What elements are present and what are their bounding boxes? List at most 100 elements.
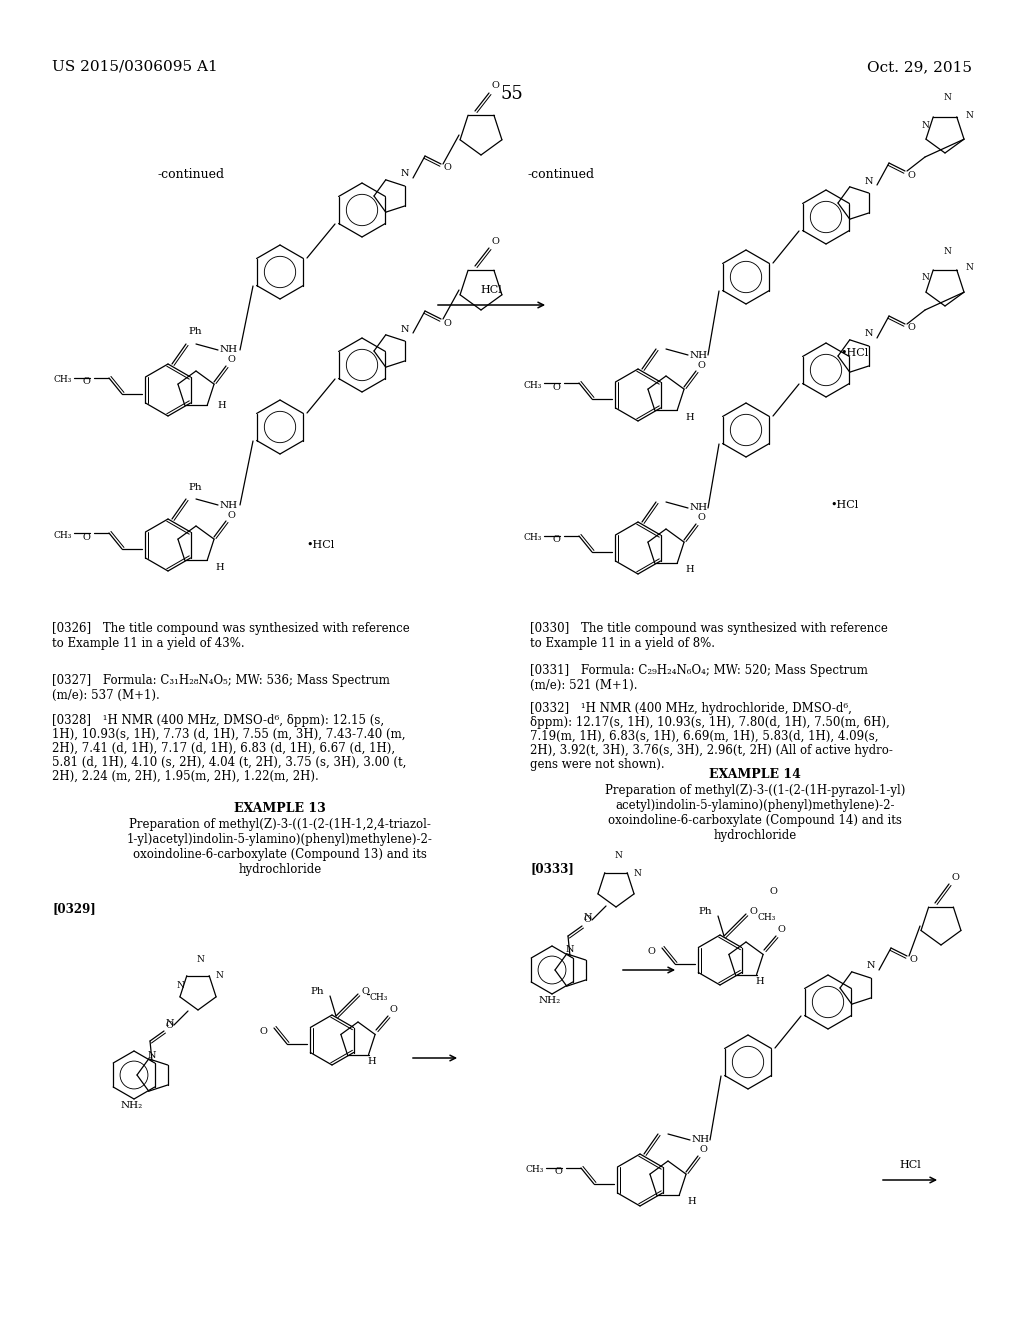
- Text: •HCl: •HCl: [306, 540, 334, 550]
- Text: CH₃: CH₃: [370, 994, 388, 1002]
- Text: [0328] ¹H NMR (400 MHz, DMSO-d⁶, δppm): 12.15 (s,: [0328] ¹H NMR (400 MHz, DMSO-d⁶, δppm): …: [52, 714, 384, 727]
- Text: 2H), 3.92(t, 3H), 3.76(s, 3H), 2.96(t, 2H) (All of active hydro-: 2H), 3.92(t, 3H), 3.76(s, 3H), 2.96(t, 2…: [530, 744, 893, 756]
- Text: 2H), 7.41 (d, 1H), 7.17 (d, 1H), 6.83 (d, 1H), 6.67 (d, 1H),: 2H), 7.41 (d, 1H), 7.17 (d, 1H), 6.83 (d…: [52, 742, 395, 755]
- Text: Preparation of methyl(Z)-3-((1-(2-(1H-1,2,4-triazol-
1-yl)acetyl)indolin-5-ylami: Preparation of methyl(Z)-3-((1-(2-(1H-1,…: [127, 818, 433, 876]
- Text: gens were not shown).: gens were not shown).: [530, 758, 665, 771]
- Text: N: N: [943, 94, 951, 103]
- Text: O: O: [698, 360, 706, 370]
- Text: NH: NH: [220, 500, 239, 510]
- Text: O: O: [907, 323, 914, 333]
- Text: N: N: [965, 264, 973, 272]
- Text: N: N: [943, 247, 951, 256]
- Text: Oct. 29, 2015: Oct. 29, 2015: [867, 59, 972, 74]
- Text: EXAMPLE 14: EXAMPLE 14: [709, 768, 801, 781]
- Text: EXAMPLE 13: EXAMPLE 13: [234, 803, 326, 814]
- Text: O: O: [443, 318, 451, 327]
- Text: Preparation of methyl(Z)-3-((1-(2-(1H-pyrazol-1-yl)
acetyl)indolin-5-ylamino)(ph: Preparation of methyl(Z)-3-((1-(2-(1H-py…: [605, 784, 905, 842]
- Text: O: O: [951, 873, 958, 882]
- Text: NH₂: NH₂: [121, 1101, 143, 1110]
- Text: -continued: -continued: [158, 168, 225, 181]
- Text: N: N: [634, 869, 642, 878]
- Text: CH₃: CH₃: [758, 913, 776, 923]
- Text: O: O: [554, 1167, 562, 1176]
- Text: N: N: [400, 169, 410, 178]
- Text: •HCl: •HCl: [840, 348, 868, 358]
- Text: O: O: [778, 925, 785, 935]
- Text: [0331] Formula: C₂₉H₂₄N₆O₄; MW: 520; Mass Spectrum
(m/e): 521 (M+1).: [0331] Formula: C₂₉H₂₄N₆O₄; MW: 520; Mas…: [530, 664, 868, 692]
- Text: N: N: [176, 981, 184, 990]
- Text: HCl: HCl: [480, 285, 503, 294]
- Text: Ph: Ph: [698, 908, 712, 916]
- Text: H: H: [216, 562, 224, 572]
- Text: N: N: [400, 325, 410, 334]
- Text: [0329]: [0329]: [52, 902, 96, 915]
- Text: O: O: [750, 908, 758, 916]
- Text: N: N: [147, 1051, 157, 1060]
- Text: H: H: [756, 978, 764, 986]
- Text: 7.19(m, 1H), 6.83(s, 1H), 6.69(m, 1H), 5.83(d, 1H), 4.09(s,: 7.19(m, 1H), 6.83(s, 1H), 6.69(m, 1H), 5…: [530, 730, 879, 743]
- Text: 5.81 (d, 1H), 4.10 (s, 2H), 4.04 (t, 2H), 3.75 (s, 3H), 3.00 (t,: 5.81 (d, 1H), 4.10 (s, 2H), 4.04 (t, 2H)…: [52, 756, 407, 770]
- Text: Ph: Ph: [188, 327, 202, 337]
- Text: N: N: [864, 177, 873, 186]
- Text: O: O: [584, 916, 592, 924]
- Text: N: N: [216, 972, 224, 981]
- Text: [0333]: [0333]: [530, 862, 573, 875]
- Text: N: N: [864, 330, 873, 338]
- Text: [0327] Formula: C₃₁H₂₈N₄O₅; MW: 536; Mass Spectrum
(m/e): 537 (M+1).: [0327] Formula: C₃₁H₂₈N₄O₅; MW: 536; Mas…: [52, 675, 390, 702]
- Text: NH: NH: [220, 346, 239, 355]
- Text: 2H), 2.24 (m, 2H), 1.95(m, 2H), 1.22(m, 2H).: 2H), 2.24 (m, 2H), 1.95(m, 2H), 1.22(m, …: [52, 770, 318, 783]
- Text: NH: NH: [690, 351, 709, 359]
- Text: CH₃: CH₃: [53, 375, 72, 384]
- Text: O: O: [82, 378, 90, 387]
- Text: O: O: [166, 1020, 174, 1030]
- Text: CH₃: CH₃: [53, 531, 72, 540]
- Text: -continued: -continued: [528, 168, 595, 181]
- Text: O: O: [698, 513, 706, 523]
- Text: O: O: [700, 1146, 708, 1155]
- Text: O: O: [909, 956, 916, 965]
- Text: H: H: [688, 1197, 696, 1206]
- Text: [0326] The title compound was synthesized with reference
to Example 11 in a yiel: [0326] The title compound was synthesize…: [52, 622, 410, 649]
- Text: O: O: [259, 1027, 267, 1036]
- Text: O: O: [770, 887, 778, 896]
- Text: N: N: [166, 1019, 174, 1027]
- Text: [0332] ¹H NMR (400 MHz, hydrochloride, DMSO-d⁶,: [0332] ¹H NMR (400 MHz, hydrochloride, D…: [530, 702, 852, 715]
- Text: H: H: [686, 565, 694, 574]
- Text: 55: 55: [501, 84, 523, 103]
- Text: O: O: [907, 170, 914, 180]
- Text: NH: NH: [690, 503, 709, 512]
- Text: O: O: [390, 1006, 398, 1015]
- Text: US 2015/0306095 A1: US 2015/0306095 A1: [52, 59, 218, 74]
- Text: H: H: [368, 1057, 376, 1067]
- Text: H: H: [218, 401, 226, 411]
- Text: NH₂: NH₂: [539, 997, 561, 1005]
- Text: N: N: [965, 111, 973, 120]
- Text: O: O: [490, 82, 499, 91]
- Text: N: N: [866, 961, 876, 970]
- Text: δppm): 12.17(s, 1H), 10.93(s, 1H), 7.80(d, 1H), 7.50(m, 6H),: δppm): 12.17(s, 1H), 10.93(s, 1H), 7.80(…: [530, 715, 890, 729]
- Text: O: O: [228, 511, 236, 520]
- Text: O: O: [490, 236, 499, 246]
- Text: O: O: [443, 164, 451, 173]
- Text: N: N: [614, 851, 622, 861]
- Text: N: N: [196, 954, 204, 964]
- Text: HCl: HCl: [899, 1160, 921, 1170]
- Text: Ph: Ph: [310, 987, 324, 997]
- Text: O: O: [552, 536, 560, 544]
- Text: N: N: [922, 120, 929, 129]
- Text: NH: NH: [692, 1135, 710, 1144]
- Text: [0330] The title compound was synthesized with reference
to Example 11 in a yiel: [0330] The title compound was synthesize…: [530, 622, 888, 649]
- Text: Ph: Ph: [188, 483, 202, 491]
- Text: N: N: [565, 945, 574, 954]
- Text: O: O: [647, 948, 655, 957]
- Text: CH₃: CH₃: [523, 380, 542, 389]
- Text: 1H), 10.93(s, 1H), 7.73 (d, 1H), 7.55 (m, 3H), 7.43-7.40 (m,: 1H), 10.93(s, 1H), 7.73 (d, 1H), 7.55 (m…: [52, 729, 406, 741]
- Text: CH₃: CH₃: [525, 1166, 544, 1175]
- Text: O: O: [552, 383, 560, 392]
- Text: CH₃: CH₃: [523, 533, 542, 543]
- Text: O: O: [82, 532, 90, 541]
- Text: •HCl: •HCl: [830, 500, 858, 510]
- Text: O: O: [362, 987, 370, 997]
- Text: O: O: [228, 355, 236, 364]
- Text: H: H: [686, 412, 694, 421]
